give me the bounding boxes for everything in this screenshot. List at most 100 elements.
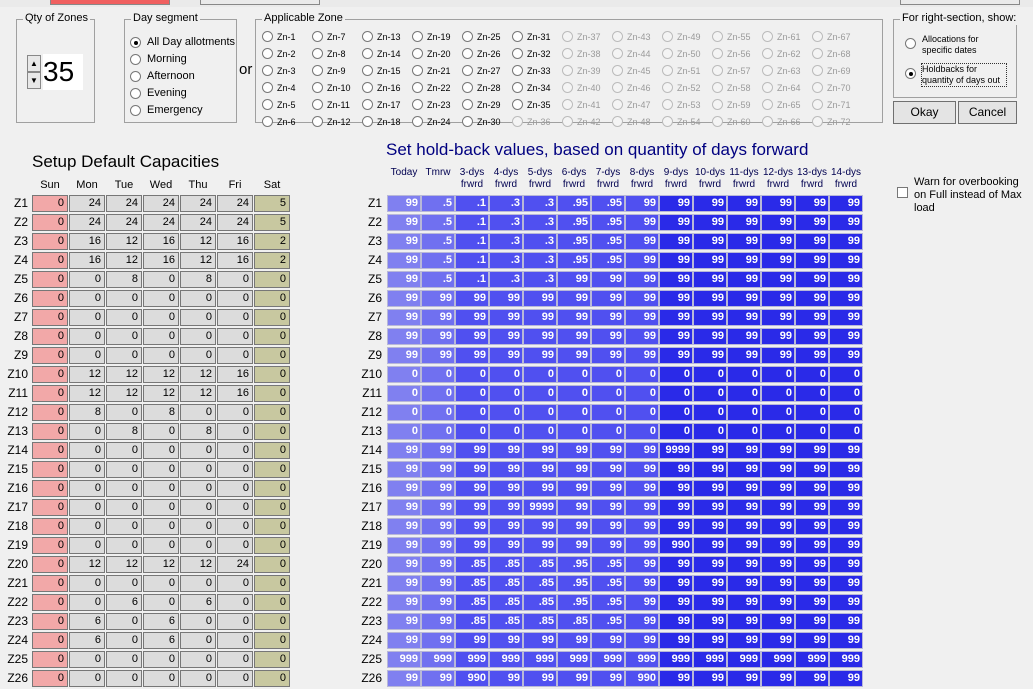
capacity-cell[interactable]: 16 xyxy=(217,385,253,402)
holdback-cell[interactable]: 99 xyxy=(727,499,761,516)
holdback-cell[interactable]: 99 xyxy=(795,670,829,687)
capacity-cell[interactable]: 0 xyxy=(254,575,290,592)
holdback-cell[interactable]: 999 xyxy=(795,651,829,668)
capacity-cell[interactable]: 0 xyxy=(180,499,216,516)
holdback-cell[interactable]: 99 xyxy=(761,233,795,250)
holdback-cell[interactable]: 99 xyxy=(761,499,795,516)
holdback-cell[interactable]: 99 xyxy=(795,594,829,611)
capacity-cell[interactable]: 0 xyxy=(32,385,68,402)
capacity-cell[interactable]: 0 xyxy=(69,347,105,364)
holdback-cell[interactable]: 99 xyxy=(795,556,829,573)
holdback-cell[interactable]: 99 xyxy=(421,347,455,364)
holdback-cell[interactable]: .3 xyxy=(523,252,557,269)
capacity-cell[interactable]: 24 xyxy=(106,195,142,212)
capacity-cell[interactable]: 0 xyxy=(106,442,142,459)
holdback-cell[interactable]: 99 xyxy=(829,575,863,592)
holdback-cell[interactable]: 99 xyxy=(693,442,727,459)
holdback-cell[interactable]: 99 xyxy=(829,613,863,630)
holdback-cell[interactable]: 99 xyxy=(625,309,659,326)
holdback-cell[interactable]: 99 xyxy=(727,309,761,326)
capacity-cell[interactable]: 0 xyxy=(217,499,253,516)
capacity-cell[interactable]: 5 xyxy=(254,195,290,212)
holdback-cell[interactable]: 99 xyxy=(591,632,625,649)
holdback-cell[interactable]: 99 xyxy=(625,575,659,592)
zone-radio[interactable]: Zn-34 xyxy=(512,82,551,93)
holdback-cell[interactable]: 99 xyxy=(761,594,795,611)
zone-radio[interactable]: Zn-20 xyxy=(412,48,451,59)
holdback-cell[interactable]: 99 xyxy=(421,442,455,459)
okay-button[interactable]: Okay xyxy=(893,101,956,124)
holdback-cell[interactable]: 99 xyxy=(659,271,693,288)
capacity-cell[interactable]: 0 xyxy=(143,423,179,440)
holdback-cell[interactable]: 0 xyxy=(795,366,829,383)
holdback-cell[interactable]: 999 xyxy=(829,651,863,668)
capacity-cell[interactable]: 0 xyxy=(32,537,68,554)
holdback-cell[interactable]: .3 xyxy=(523,233,557,250)
holdback-cell[interactable]: 0 xyxy=(523,366,557,383)
holdback-cell[interactable]: 999 xyxy=(659,651,693,668)
holdback-cell[interactable]: 99 xyxy=(761,480,795,497)
holdback-cell[interactable]: 99 xyxy=(489,632,523,649)
holdback-cell[interactable]: .95 xyxy=(557,556,591,573)
capacity-cell[interactable]: 12 xyxy=(106,252,142,269)
holdback-cell[interactable]: 0 xyxy=(523,385,557,402)
capacity-cell[interactable]: 0 xyxy=(217,461,253,478)
holdback-cell[interactable]: 99 xyxy=(727,290,761,307)
zone-radio[interactable]: Zn-24 xyxy=(412,116,451,127)
capacity-cell[interactable]: 0 xyxy=(180,670,216,687)
capacity-cell[interactable]: 0 xyxy=(106,328,142,345)
holdback-cell[interactable]: 99 xyxy=(795,499,829,516)
capacity-cell[interactable]: 0 xyxy=(32,423,68,440)
capacity-cell[interactable]: 16 xyxy=(217,233,253,250)
holdback-cell[interactable]: 0 xyxy=(761,366,795,383)
holdback-cell[interactable]: 99 xyxy=(489,537,523,554)
holdback-cell[interactable]: 99 xyxy=(557,537,591,554)
holdback-cell[interactable]: 0 xyxy=(455,385,489,402)
holdback-cell[interactable]: .85 xyxy=(455,613,489,630)
holdback-cell[interactable]: 99 xyxy=(761,290,795,307)
capacity-cell[interactable]: 16 xyxy=(69,233,105,250)
right-section-option[interactable]: Allocations for specific dates xyxy=(905,34,1006,56)
holdback-cell[interactable]: 99 xyxy=(693,461,727,478)
holdback-cell[interactable]: .85 xyxy=(455,594,489,611)
holdback-cell[interactable]: 99 xyxy=(625,442,659,459)
zone-radio[interactable]: Zn-29 xyxy=(462,99,501,110)
capacity-cell[interactable]: 8 xyxy=(143,404,179,421)
holdback-cell[interactable]: 99 xyxy=(829,556,863,573)
capacity-cell[interactable]: 0 xyxy=(106,575,142,592)
holdback-cell[interactable]: 99 xyxy=(489,518,523,535)
capacity-cell[interactable]: 0 xyxy=(69,594,105,611)
holdback-cell[interactable]: 99 xyxy=(761,442,795,459)
capacity-cell[interactable]: 8 xyxy=(106,271,142,288)
holdback-cell[interactable]: 99 xyxy=(591,518,625,535)
capacity-cell[interactable]: 0 xyxy=(143,347,179,364)
holdback-cell[interactable]: 99 xyxy=(693,252,727,269)
holdback-cell[interactable]: 99 xyxy=(829,442,863,459)
holdback-cell[interactable]: 99 xyxy=(489,290,523,307)
holdback-cell[interactable]: 99 xyxy=(387,518,421,535)
capacity-cell[interactable]: 0 xyxy=(254,594,290,611)
holdback-cell[interactable]: 99 xyxy=(421,556,455,573)
holdback-cell[interactable]: 99 xyxy=(523,442,557,459)
holdback-cell[interactable]: 99 xyxy=(829,195,863,212)
holdback-cell[interactable]: .85 xyxy=(523,575,557,592)
holdback-cell[interactable]: 0 xyxy=(727,366,761,383)
holdback-cell[interactable]: 99 xyxy=(591,461,625,478)
capacity-cell[interactable]: 12 xyxy=(180,385,216,402)
capacity-cell[interactable]: 0 xyxy=(254,366,290,383)
capacity-cell[interactable]: 16 xyxy=(143,252,179,269)
capacity-cell[interactable]: 0 xyxy=(143,651,179,668)
capacity-cell[interactable]: 0 xyxy=(254,556,290,573)
holdback-cell[interactable]: 99 xyxy=(761,347,795,364)
holdback-cell[interactable]: 99 xyxy=(693,195,727,212)
holdback-cell[interactable]: 0 xyxy=(625,423,659,440)
capacity-cell[interactable]: 0 xyxy=(32,613,68,630)
holdback-cell[interactable]: 99 xyxy=(455,537,489,554)
capacity-cell[interactable]: 0 xyxy=(217,632,253,649)
holdback-cell[interactable]: 0 xyxy=(693,423,727,440)
zone-radio[interactable]: Zn-10 xyxy=(312,82,351,93)
holdback-cell[interactable]: 0 xyxy=(557,404,591,421)
holdback-cell[interactable]: 99 xyxy=(795,195,829,212)
capacity-cell[interactable]: 0 xyxy=(254,309,290,326)
holdback-cell[interactable]: .95 xyxy=(557,575,591,592)
